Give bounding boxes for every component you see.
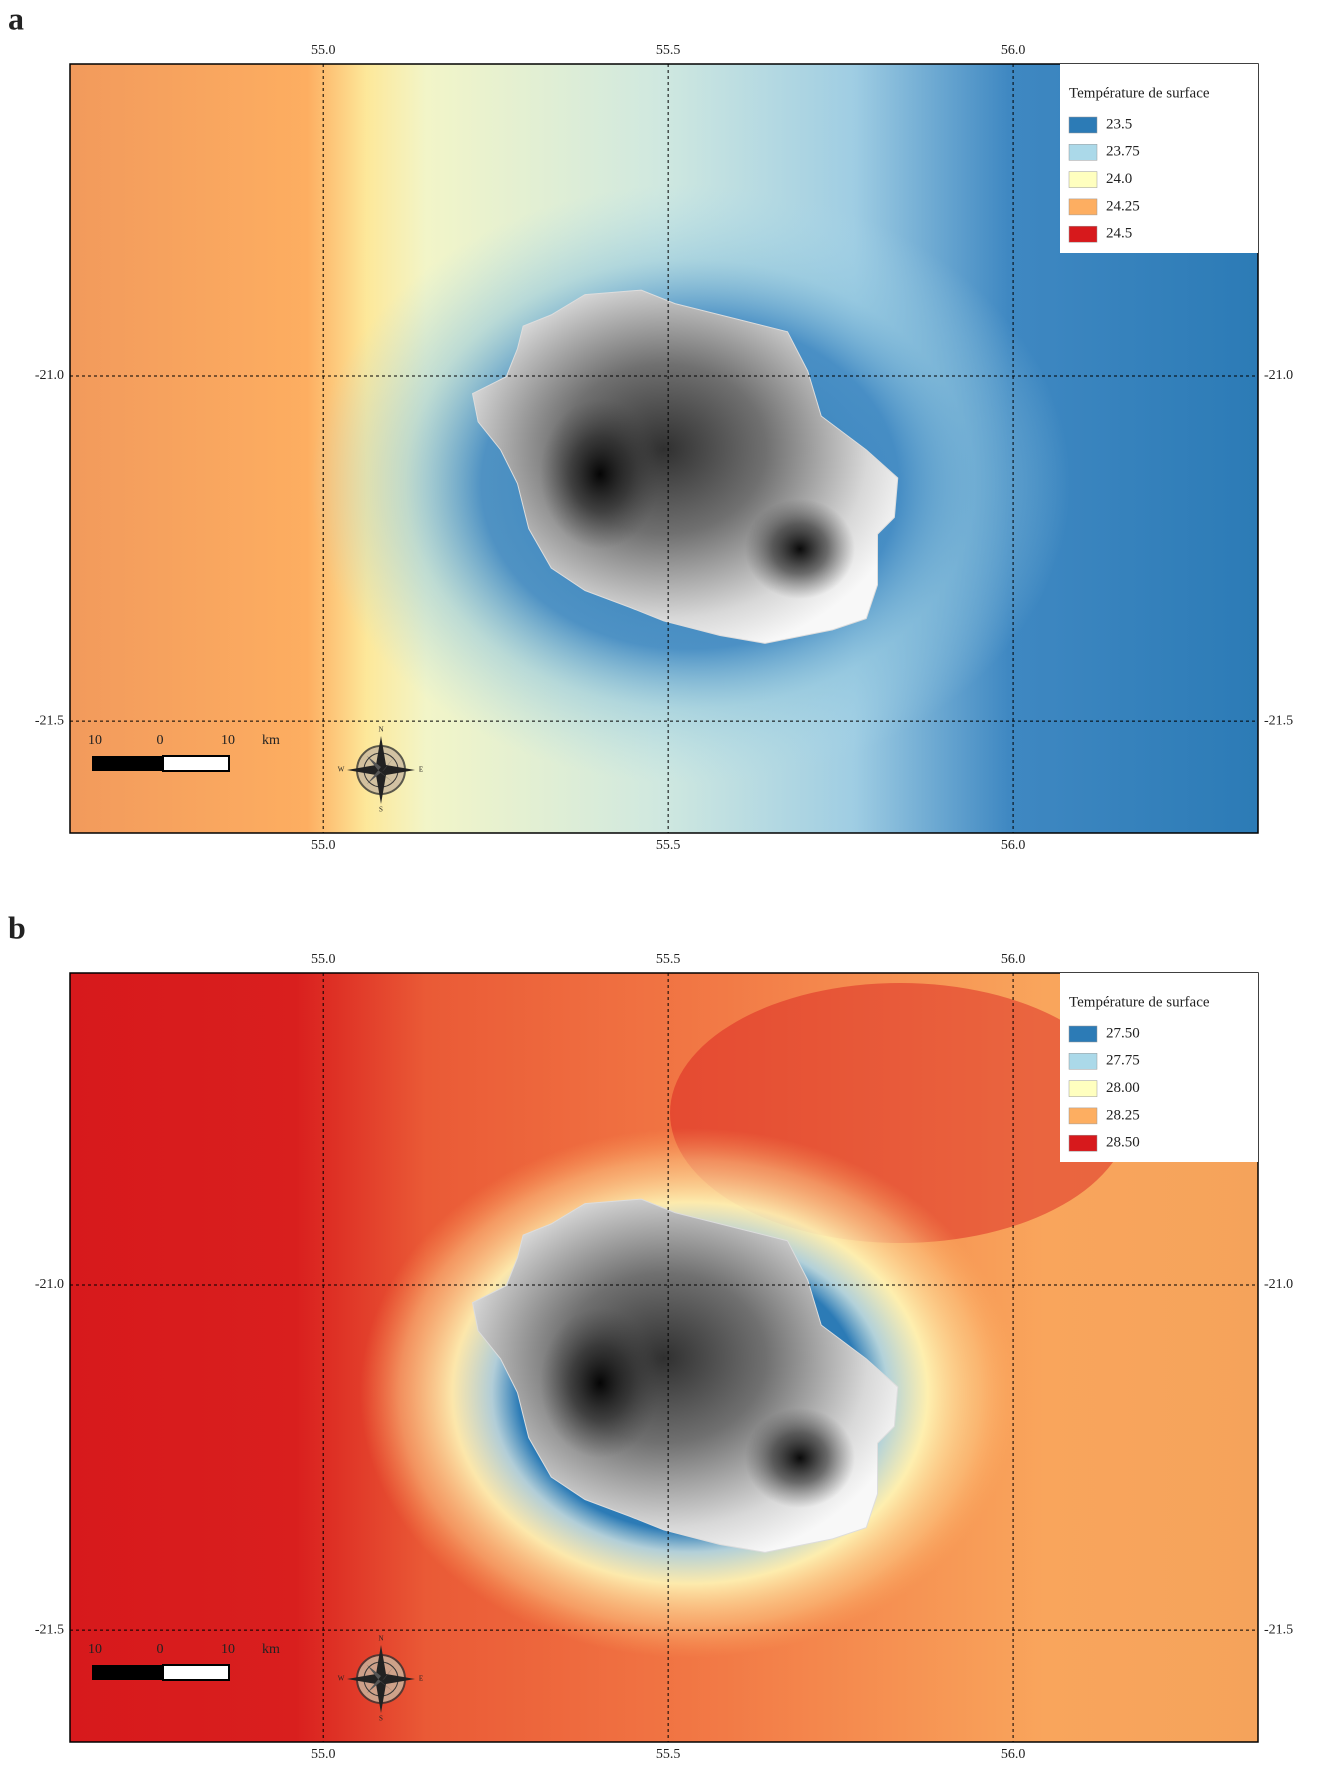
compass-letter: E (419, 1675, 423, 1683)
scale-label: 10 (221, 1642, 235, 1657)
legend-label: 28.50 (1106, 1135, 1140, 1151)
legend-label: 23.75 (1106, 144, 1140, 160)
lon-label: 55.0 (311, 1747, 336, 1762)
scale-black (92, 756, 163, 771)
lat-label: -21.0 (35, 1277, 64, 1292)
lon-label: 55.5 (656, 1747, 681, 1762)
scale-label: 0 (157, 1642, 164, 1657)
lon-label: 55.5 (656, 838, 681, 853)
legend-label: 23.5 (1106, 116, 1132, 132)
scale-black (92, 1665, 163, 1680)
compass-star (347, 1645, 415, 1713)
lat-label: -21.5 (35, 1622, 64, 1637)
lon-label: 55.0 (311, 952, 336, 967)
scale-label: 10 (88, 1642, 102, 1657)
legend-swatch (1068, 116, 1098, 134)
legend-label: 24.5 (1106, 226, 1132, 242)
scale-label: 10 (221, 733, 235, 748)
relief-dark (540, 1308, 660, 1458)
scale-label: km (262, 733, 280, 748)
legend-label: 28.00 (1106, 1080, 1140, 1096)
relief-dark (745, 1408, 855, 1508)
lon-label: 56.0 (1001, 838, 1026, 853)
legend-label: 27.50 (1106, 1025, 1140, 1041)
compass-letter: N (378, 726, 383, 734)
relief-dark (745, 499, 855, 599)
compass-letter: N (378, 1635, 383, 1643)
lon-label: 56.0 (1001, 43, 1026, 58)
compass-letter: S (379, 806, 383, 814)
compass-star (347, 736, 415, 804)
legend-swatch (1068, 144, 1098, 161)
scale-label: km (262, 1642, 280, 1657)
lon-label: 55.5 (656, 43, 681, 58)
compass-letter: W (338, 766, 345, 774)
legend-title: Température de surface (1069, 85, 1210, 101)
legend-title: Température de surface (1069, 994, 1210, 1010)
panel-label: b (8, 909, 26, 945)
lon-label: 56.0 (1001, 952, 1026, 967)
legend-swatch (1068, 1053, 1098, 1070)
lon-label: 55.5 (656, 952, 681, 967)
compass-star (367, 1665, 395, 1693)
compass-star (367, 756, 395, 784)
lon-label: 55.0 (311, 838, 336, 853)
scale-label: 10 (88, 733, 102, 748)
legend-swatch (1068, 198, 1098, 216)
legend-label: 27.75 (1106, 1053, 1140, 1069)
legend-swatch (1068, 225, 1098, 243)
panel-label: a (8, 0, 24, 36)
legend-label: 24.0 (1106, 171, 1132, 187)
scale-label: 0 (157, 733, 164, 748)
legend-label: 24.25 (1106, 198, 1140, 214)
legend-swatch (1068, 1080, 1098, 1097)
scale-white (162, 1664, 230, 1681)
lat-label: -21.5 (1264, 1622, 1293, 1637)
compass-letter: E (419, 766, 423, 774)
legend-swatch (1068, 1107, 1098, 1125)
compass-letter: S (379, 1715, 383, 1723)
lon-label: 56.0 (1001, 1747, 1026, 1762)
legend-swatch (1068, 171, 1098, 188)
scale-white (162, 755, 230, 772)
lat-label: -21.0 (35, 368, 64, 383)
lat-label: -21.0 (1264, 368, 1293, 383)
lat-label: -21.0 (1264, 1277, 1293, 1292)
map-frame (69, 63, 1259, 834)
lat-label: -21.5 (1264, 713, 1293, 728)
relief-dark (540, 399, 660, 549)
map-frame (69, 972, 1259, 1743)
lon-label: 55.0 (311, 43, 336, 58)
legend-swatch (1068, 1025, 1098, 1043)
lat-label: -21.5 (35, 713, 64, 728)
legend-swatch (1068, 1134, 1098, 1152)
compass-letter: W (338, 1675, 345, 1683)
legend-label: 28.25 (1106, 1107, 1140, 1123)
